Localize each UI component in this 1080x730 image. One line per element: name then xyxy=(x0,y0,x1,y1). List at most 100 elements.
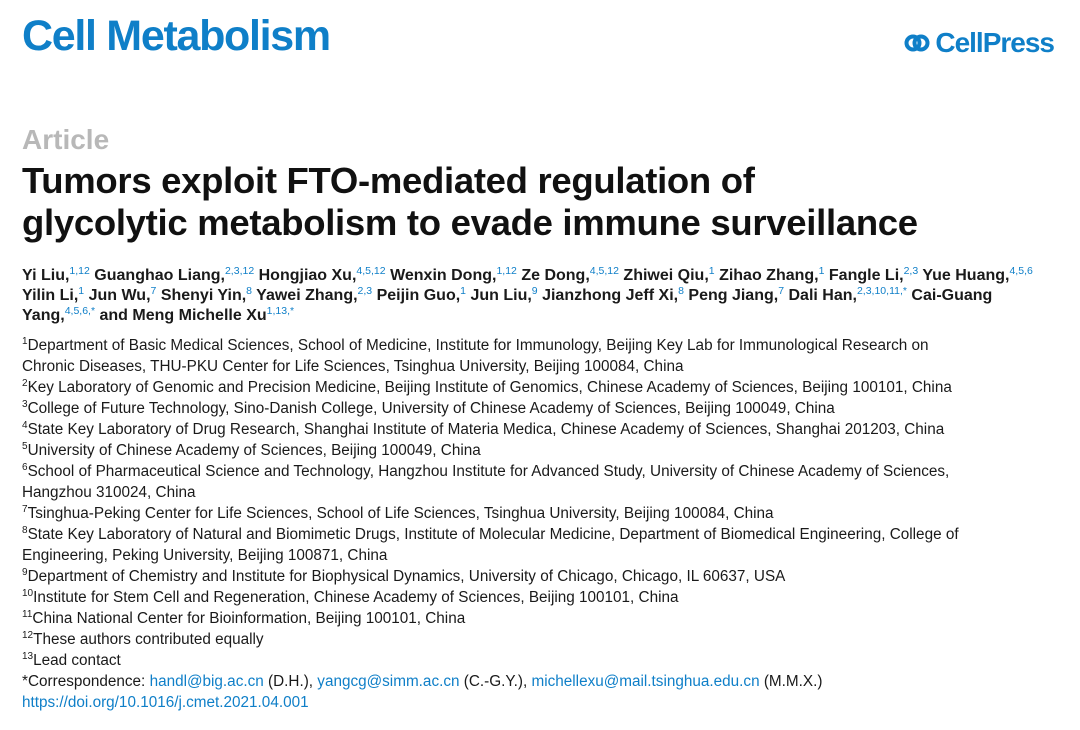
affiliation-number: 4 xyxy=(22,420,28,431)
article-title: Tumors exploit FTO-mediated regulation o… xyxy=(22,160,1062,244)
author-affiliation-marker: 2,3 xyxy=(357,285,373,297)
author-name: Guanghao Liang, xyxy=(94,267,225,284)
correspondence-initials: (M.M.X.) xyxy=(759,673,823,690)
affiliation-number: 6 xyxy=(22,462,28,473)
affiliation: 6School of Pharmaceutical Science and Te… xyxy=(22,461,1067,482)
affiliation-text: These authors contributed equally xyxy=(33,631,264,648)
affiliation: 4State Key Laboratory of Drug Research, … xyxy=(22,419,1067,440)
title-line: glycolytic metabolism to evade immune su… xyxy=(22,202,918,243)
author: Jun Wu,7 xyxy=(88,285,157,304)
affiliation: 2Key Laboratory of Genomic and Precision… xyxy=(22,377,1067,398)
correspondence-initials: (C.-G.Y.), xyxy=(459,673,532,690)
author-affiliation-marker: 2,3,12 xyxy=(224,265,255,277)
author-name: Jianzhong Jeff Xi, xyxy=(542,287,679,304)
affiliation-number: 11 xyxy=(22,609,33,620)
author-name: Yilin Li, xyxy=(22,287,79,304)
author-name: Jun Wu, xyxy=(88,287,151,304)
author: Jianzhong Jeff Xi,8 xyxy=(542,285,684,304)
author-name: Dali Han, xyxy=(788,287,857,304)
doi-link[interactable]: https://doi.org/10.1016/j.cmet.2021.04.0… xyxy=(22,694,309,711)
affiliation-text: State Key Laboratory of Natural and Biom… xyxy=(27,526,959,543)
author-affiliation-marker: 1 xyxy=(708,265,715,277)
cellpress-icon xyxy=(904,30,930,56)
affiliation-text: Institute for Stem Cell and Regeneration… xyxy=(33,589,679,606)
affiliation-number: 3 xyxy=(22,399,28,410)
author: Hongjiao Xu,4,5,12 xyxy=(258,265,386,284)
author-list: Yi Liu,1,12 Guanghao Liang,2,3,12 Hongji… xyxy=(22,266,1062,326)
affiliation-text: University of Chinese Academy of Science… xyxy=(27,442,481,459)
affiliation-text: China National Center for Bioinformation… xyxy=(32,610,466,627)
affiliation: 13Lead contact xyxy=(22,650,1067,671)
author-affiliation-marker: 1,12 xyxy=(69,265,90,277)
author: Yue Huang,4,5,6 xyxy=(922,266,1032,284)
author-affiliation-marker: 4,5,6,* xyxy=(64,305,96,317)
author: Yi Liu,1,12 xyxy=(22,265,90,284)
author-affiliation-marker: 1 xyxy=(818,265,825,277)
affiliation: 3College of Future Technology, Sino-Dani… xyxy=(22,398,1067,419)
affiliation-text: Department of Basic Medical Sciences, Sc… xyxy=(27,337,929,354)
author: Yilin Li,1 xyxy=(22,286,84,304)
author-name: Peijin Guo, xyxy=(376,287,461,304)
affiliation: 9Department of Chemistry and Institute f… xyxy=(22,566,1067,587)
author-affiliation-marker: 8 xyxy=(246,285,253,297)
affiliation-number: 5 xyxy=(22,441,28,452)
author: Cai-Guang Yang,4,5,6,* xyxy=(22,287,992,324)
author-name: Jun Liu, xyxy=(470,287,532,304)
affiliation-number: 7 xyxy=(22,504,28,515)
email-link[interactable]: yangcg@simm.ac.cn xyxy=(317,673,460,690)
author-name: Cai-Guang Yang, xyxy=(22,287,993,324)
author-affiliation-marker: 8 xyxy=(678,285,684,297)
author-affiliation-marker: 2,3,10,11,* xyxy=(856,285,907,297)
author-affiliation-marker: 7 xyxy=(778,285,785,297)
author-name: Yue Huang, xyxy=(922,267,1010,284)
affiliation: 1Department of Basic Medical Sciences, S… xyxy=(22,335,1067,356)
author-name: Zihao Zhang, xyxy=(719,267,819,284)
journal-name: Cell Metabolism xyxy=(22,12,331,60)
affiliation-text: School of Pharmaceutical Science and Tec… xyxy=(27,463,950,480)
author-name: Hongjiao Xu, xyxy=(258,267,357,284)
affiliation: 7Tsinghua-Peking Center for Life Science… xyxy=(22,503,1067,524)
affiliation: 10Institute for Stem Cell and Regenerati… xyxy=(22,587,1067,608)
author: Yawei Zhang,2,3 xyxy=(256,285,373,304)
doi-line: https://doi.org/10.1016/j.cmet.2021.04.0… xyxy=(22,692,1067,713)
author: Ze Dong,4,5,12 xyxy=(521,266,619,284)
affiliation-text: Tsinghua-Peking Center for Life Sciences… xyxy=(27,505,774,522)
author-affiliation-marker: 9 xyxy=(531,285,538,297)
email-link[interactable]: michellexu@mail.tsinghua.edu.cn xyxy=(531,673,760,690)
affiliation-text: Department of Chemistry and Institute fo… xyxy=(27,568,786,585)
author-name: Ze Dong, xyxy=(521,267,590,284)
author: Guanghao Liang,2,3,12 xyxy=(94,265,255,284)
correspondence-prefix: *Correspondence: xyxy=(22,673,150,690)
affiliation-continuation: Engineering, Peking University, Beijing … xyxy=(22,547,388,564)
author: Dali Han,2,3,10,11,* xyxy=(788,285,907,304)
affiliation-number: 12 xyxy=(22,630,34,641)
article-type-label: Article xyxy=(22,124,110,155)
author-name: Fangle Li, xyxy=(828,267,904,284)
title-line: Tumors exploit FTO-mediated regulation o… xyxy=(22,160,755,201)
author-affiliation-marker: 4,5,12 xyxy=(356,265,386,277)
affiliation: 11China National Center for Bioinformati… xyxy=(22,608,1067,629)
email-link[interactable]: handl@big.ac.cn xyxy=(149,673,264,690)
affiliation-text: State Key Laboratory of Drug Research, S… xyxy=(27,421,945,438)
correspondence-initials: (D.H.), xyxy=(263,673,318,690)
affiliation-number: 2 xyxy=(22,378,28,389)
affiliations-block: 1Department of Basic Medical Sciences, S… xyxy=(22,335,1067,713)
affiliation-number: 10 xyxy=(22,588,34,599)
affiliation: 12These authors contributed equally xyxy=(22,629,1067,650)
author-name: and Meng Michelle Xu xyxy=(99,307,267,324)
author-affiliation-marker: 7 xyxy=(150,285,157,297)
affiliation-number: 9 xyxy=(22,567,28,578)
author-affiliation-marker: 1,12 xyxy=(496,265,517,277)
affiliation-text: College of Future Technology, Sino-Danis… xyxy=(27,400,835,417)
affiliation: 5University of Chinese Academy of Scienc… xyxy=(22,440,1067,461)
author: Wenxin Dong,1,12 xyxy=(390,265,517,284)
correspondence-line: *Correspondence: handl@big.ac.cn (D.H.),… xyxy=(22,671,1067,692)
publisher-logo[interactable]: CellPress xyxy=(904,27,1055,59)
author-affiliation-marker: 1 xyxy=(460,285,466,297)
author: and Meng Michelle Xu1,13,* xyxy=(99,306,295,324)
affiliation-list: 1Department of Basic Medical Sciences, S… xyxy=(22,335,1067,671)
affiliation-text: Lead contact xyxy=(33,652,121,669)
affiliation-number: 8 xyxy=(22,525,28,536)
affiliation-continuation: Hangzhou 310024, China xyxy=(22,484,196,501)
affiliation-number: 1 xyxy=(22,336,28,347)
